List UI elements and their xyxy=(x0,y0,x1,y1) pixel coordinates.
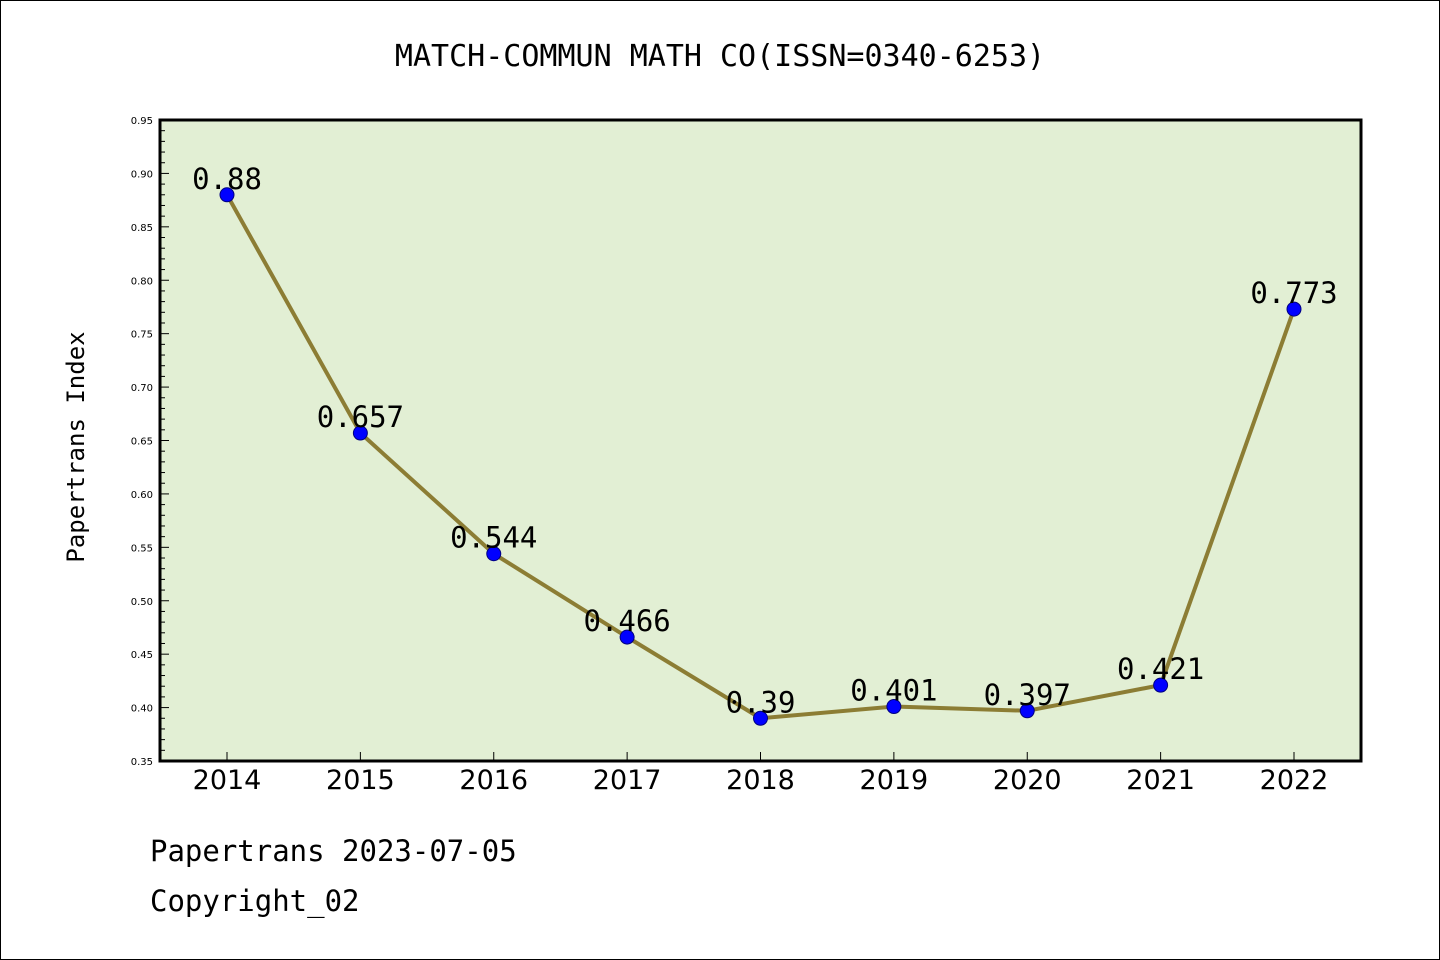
y-tick-label: 0.55 xyxy=(131,543,153,554)
data-point xyxy=(1286,301,1302,317)
x-tick-label: 2019 xyxy=(860,765,929,796)
data-point xyxy=(352,425,368,441)
y-tick-label: 0.85 xyxy=(131,223,153,234)
x-tick-label: 2021 xyxy=(1126,765,1195,796)
y-axis-label: Papertrans Index xyxy=(62,331,90,562)
footer-copyright: Copyright_02 xyxy=(150,884,360,918)
data-point xyxy=(219,187,235,203)
y-tick-label: 0.80 xyxy=(131,276,153,287)
data-label: 0.773 xyxy=(1250,276,1337,310)
data-point xyxy=(486,546,502,562)
y-tick-label: 0.45 xyxy=(131,650,153,661)
data-label: 0.39 xyxy=(726,685,796,719)
data-point xyxy=(1019,703,1035,719)
data-point xyxy=(1153,677,1169,693)
data-label: 0.421 xyxy=(1117,652,1204,686)
data-point xyxy=(753,710,768,726)
data-label: 0.466 xyxy=(583,604,670,638)
x-tick-label: 2016 xyxy=(459,765,528,796)
y-tick-label: 0.35 xyxy=(131,757,153,768)
series-line-group xyxy=(219,187,1302,726)
y-tick-label: 0.50 xyxy=(131,597,153,608)
x-tick-label: 2020 xyxy=(993,765,1062,796)
data-point xyxy=(619,629,635,645)
x-tick-label: 2017 xyxy=(593,765,662,796)
x-axis: 2014 2015 2016 2017 2018 2019 2020 2021 2022 xyxy=(193,752,1329,796)
x-tick-label: 2018 xyxy=(726,765,795,796)
y-tick-label: 0.95 xyxy=(131,116,153,127)
x-tick-label: 2015 xyxy=(326,765,395,796)
data-label: 0.657 xyxy=(317,400,404,434)
data-label: 0.88 xyxy=(192,162,262,196)
data-label: 0.401 xyxy=(850,674,937,708)
data-point xyxy=(886,699,902,715)
plot-border xyxy=(158,118,1363,763)
data-label-group: 0.88 0.657 0.544 0.466 0.39 0.401 0.397 0.421 0.… xyxy=(192,162,1338,719)
x-tick-label: 2014 xyxy=(193,765,262,796)
chart-title: MATCH-COMMUN MATH CO(ISSN=0340-6253) xyxy=(395,39,1045,74)
y-tick-label: 0.40 xyxy=(131,704,153,715)
y-axis: 0.35 0.40 0.45 0.50 0.55 0.60 0.65 0.70 0.75 0.80… xyxy=(131,116,169,768)
data-label: 0.544 xyxy=(450,521,537,555)
y-tick-label: 0.60 xyxy=(131,490,153,501)
x-tick-label: 2022 xyxy=(1260,765,1329,796)
footer-date: Papertrans 2023-07-05 xyxy=(150,834,517,868)
data-label: 0.397 xyxy=(984,678,1071,712)
y-tick-label: 0.65 xyxy=(131,437,153,448)
y-tick-label: 0.70 xyxy=(131,383,153,394)
y-tick-label: 0.75 xyxy=(131,330,153,341)
y-tick-label: 0.90 xyxy=(131,169,153,180)
